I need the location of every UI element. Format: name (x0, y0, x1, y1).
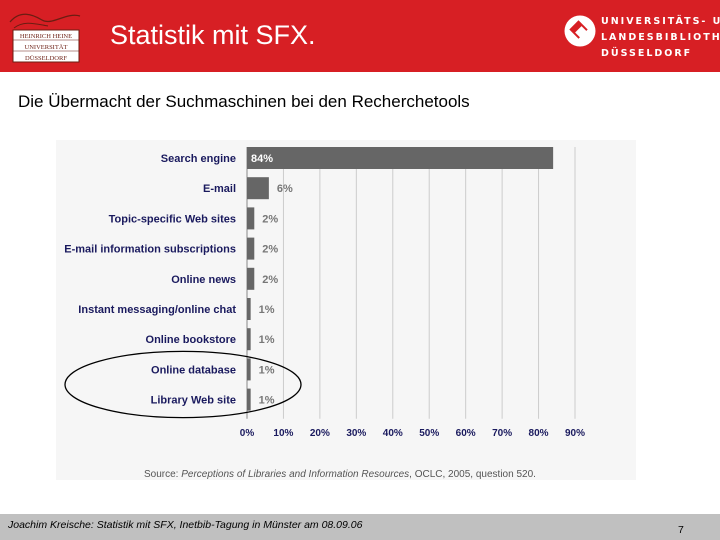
university-logo: HEINRICH HEINE UNIVERSITÄT DÜSSELDORF (9, 13, 81, 63)
category-label: Instant messaging/online chat (78, 304, 236, 316)
category-label: Topic-specific Web sites (109, 213, 236, 225)
x-tick-label: 30% (346, 428, 366, 439)
category-label: Online bookstore (146, 334, 236, 346)
category-label: Online database (151, 364, 236, 376)
logo-line-2: UNIVERSITÄT (25, 44, 68, 51)
category-label: E-mail information subscriptions (64, 244, 236, 256)
highlight-ellipse (64, 350, 302, 419)
bar (247, 147, 554, 169)
bar (247, 388, 251, 411)
category-label: Search engine (161, 153, 236, 165)
slide-title: Statistik mit SFX. (110, 20, 316, 50)
value-label: 2% (262, 244, 278, 256)
bar-chart: Search engine 84% E-mail 6% Topic-specific W… (64, 147, 585, 480)
x-tick-label: 60% (456, 428, 476, 439)
logo-line-3: DÜSSELDORF (25, 55, 67, 62)
value-label: 2% (262, 213, 278, 225)
bar (247, 177, 269, 200)
library-logo-icon (564, 15, 596, 47)
x-tick-label: 20% (310, 428, 330, 439)
bar (247, 237, 255, 260)
library-name-line: UNIVERSITÄTS- UND (601, 16, 720, 27)
bar (247, 267, 255, 290)
page-number: 7 (678, 524, 684, 536)
footer-text: Joachim Kreische: Statistik mit SFX, Ine… (8, 519, 363, 531)
library-name: UNIVERSITÄTS- UND LANDESBIBLIOTHEK DÜSSE… (601, 14, 720, 62)
category-label: E-mail (203, 183, 236, 195)
source-note: Source: Perceptions of Libraries and Inf… (144, 469, 536, 480)
x-tick-label: 90% (565, 428, 585, 439)
category-label: Library Web site (151, 395, 236, 407)
x-tick-label: 80% (529, 428, 549, 439)
value-label: 6% (277, 183, 293, 195)
x-tick-label: 70% (492, 428, 512, 439)
x-tick-label: 50% (419, 428, 439, 439)
x-tick-label: 10% (273, 428, 293, 439)
category-label: Online news (171, 274, 236, 286)
value-label: 1% (259, 395, 275, 407)
slide-header: HEINRICH HEINE UNIVERSITÄT DÜSSELDORF St… (0, 0, 720, 72)
slide-footer: Joachim Kreische: Statistik mit SFX, Ine… (0, 514, 720, 540)
bar (247, 328, 251, 351)
x-tick-label: 40% (383, 428, 403, 439)
value-label: 1% (259, 334, 275, 346)
bar (247, 358, 251, 381)
x-tick-label: 0% (240, 428, 255, 439)
slide-subtitle: Die Übermacht der Suchmaschinen bei den … (18, 92, 470, 111)
value-label: 1% (259, 364, 275, 376)
library-name-line: LANDESBIBLIOTHEK (601, 32, 720, 43)
value-label: 1% (259, 304, 275, 316)
logo-line-1: HEINRICH HEINE (20, 33, 72, 40)
bar (247, 298, 251, 320)
chart-background (56, 140, 636, 480)
value-label: 84% (251, 153, 273, 165)
bar (247, 207, 255, 230)
value-label: 2% (262, 274, 278, 286)
library-name-line: DÜSSELDORF (601, 48, 693, 59)
